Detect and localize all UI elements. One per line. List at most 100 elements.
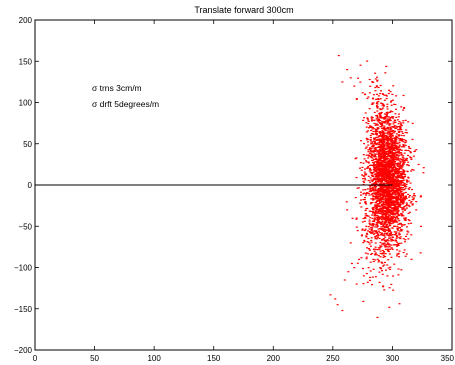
scatter-point (376, 224, 379, 226)
scatter-point (383, 135, 386, 137)
scatter-point (380, 245, 383, 247)
scatter-point (384, 197, 387, 199)
scatter-point (373, 219, 376, 221)
scatter-point (397, 159, 400, 161)
scatter-point (353, 267, 356, 269)
scatter-point (383, 134, 386, 137)
scatter-point (385, 65, 388, 67)
scatter-point (405, 159, 408, 161)
scatter-point (369, 136, 372, 139)
scatter-point (383, 159, 386, 162)
scatter-point (372, 233, 375, 235)
scatter-point (401, 131, 404, 133)
scatter-point (381, 135, 384, 137)
scatter-point (377, 146, 380, 149)
scatter-point (376, 153, 379, 155)
scatter-point (393, 152, 396, 154)
scatter-point (397, 129, 400, 131)
scatter-point (387, 176, 390, 179)
scatter-point (392, 174, 395, 176)
scatter-point (396, 184, 399, 186)
scatter-point (387, 164, 390, 166)
scatter-point (377, 127, 380, 129)
scatter-point (370, 147, 373, 150)
scatter-point (380, 253, 383, 255)
scatter-point (376, 162, 379, 164)
scatter-point (390, 247, 393, 249)
scatter-point (362, 119, 365, 122)
scatter-point (403, 199, 406, 201)
scatter-point (380, 226, 383, 228)
scatter-point (370, 157, 373, 159)
scatter-point (406, 164, 409, 166)
scatter-point (373, 177, 376, 180)
x-tick-label: 50 (90, 354, 99, 363)
scatter-point (374, 124, 377, 126)
scatter-point (380, 152, 383, 154)
scatter-point (380, 163, 383, 165)
scatter-point (389, 231, 392, 233)
scatter-point (374, 147, 377, 149)
scatter-point (373, 111, 376, 114)
scatter-point (400, 190, 403, 192)
scatter-point (404, 191, 407, 194)
scatter-point (396, 164, 399, 166)
scatter-point (394, 218, 397, 220)
scatter-point (386, 136, 389, 138)
scatter-point (401, 187, 404, 189)
scatter-point (380, 223, 383, 225)
scatter-point (362, 198, 365, 201)
scatter-point (364, 168, 366, 170)
scatter-point (387, 190, 390, 192)
scatter-point (376, 127, 379, 129)
scatter-point (392, 162, 395, 164)
scatter-point (410, 157, 413, 159)
scatter-point (388, 152, 391, 155)
scatter-point (399, 201, 402, 203)
scatter-point (386, 145, 389, 147)
scatter-point (390, 256, 393, 258)
scatter-point (393, 225, 396, 227)
scatter-point (385, 123, 388, 125)
scatter-point (367, 130, 370, 132)
scatter-point (361, 229, 364, 231)
scatter-point (397, 189, 400, 191)
scatter-point (357, 77, 360, 79)
scatter-point (393, 125, 396, 128)
scatter-point (368, 170, 371, 172)
scatter-point (369, 203, 372, 205)
scatter-point (384, 236, 387, 238)
scatter-point (389, 212, 392, 214)
scatter-point (377, 121, 380, 123)
scatter-point (392, 209, 395, 211)
scatter-point (361, 228, 364, 230)
scatter-point (383, 189, 386, 191)
scatter-point (366, 233, 369, 235)
scatter-point (379, 154, 381, 156)
scatter-point (375, 214, 378, 217)
scatter-point (369, 279, 372, 281)
scatter-point (371, 179, 374, 181)
scatter-point (385, 113, 388, 115)
scatter-point (376, 166, 379, 168)
scatter-point (383, 166, 386, 168)
scatter-point (396, 206, 399, 208)
scatter-point (375, 85, 378, 87)
scatter-point (394, 233, 397, 235)
scatter-point (382, 136, 385, 138)
scatter-point (378, 180, 381, 182)
scatter-point (394, 205, 397, 208)
scatter-point (387, 146, 390, 148)
scatter-point (380, 175, 383, 177)
scatter-point (400, 106, 403, 108)
scatter-point (365, 203, 368, 205)
scatter-point (382, 147, 385, 150)
scatter-point (372, 151, 375, 153)
scatter-point (374, 178, 377, 180)
scatter-point (385, 202, 388, 204)
scatter-point (391, 218, 394, 221)
scatter-point (375, 167, 378, 169)
scatter-point (383, 179, 386, 181)
scatter-point (379, 194, 382, 196)
scatter-point (370, 198, 373, 200)
